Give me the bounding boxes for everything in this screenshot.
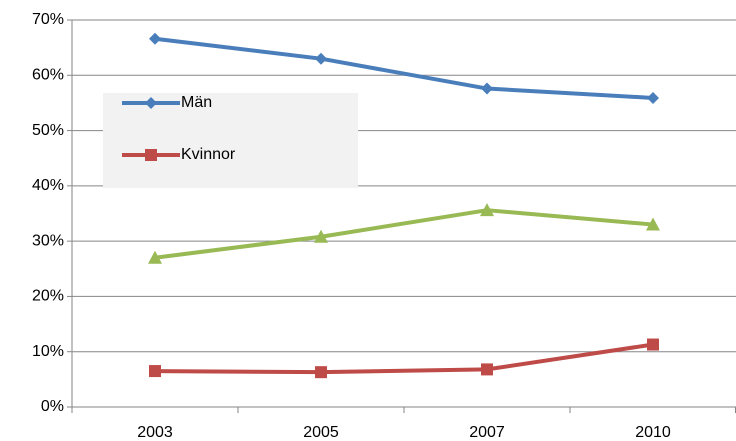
y-tick-label: 50% <box>32 122 64 139</box>
legend-label: Kvinnor <box>181 146 236 163</box>
series-line <box>154 342 654 375</box>
y-tick-label: 10% <box>32 343 64 360</box>
marker <box>315 366 327 379</box>
x-tick-label: 2010 <box>635 424 671 441</box>
series-line <box>154 208 654 260</box>
marker <box>646 217 660 231</box>
marker <box>148 250 162 264</box>
legend-marker <box>145 97 157 109</box>
y-tick-label: 60% <box>32 67 64 84</box>
x-tick-label: 2007 <box>469 424 505 441</box>
series-line <box>154 36 654 100</box>
marker <box>314 229 328 243</box>
y-tick-label: 30% <box>32 232 64 249</box>
marker <box>481 363 493 376</box>
marker <box>480 203 494 217</box>
marker <box>315 52 327 65</box>
legend-box <box>103 93 358 188</box>
y-tick-label: 0% <box>41 398 64 415</box>
x-tick-label: 2003 <box>137 424 173 441</box>
marker <box>647 91 659 104</box>
marker <box>149 365 161 378</box>
y-tick-label: 70% <box>32 11 64 28</box>
legend-label: Män <box>181 94 212 111</box>
marker <box>149 32 161 45</box>
marker <box>647 338 659 351</box>
x-tick-label: 2005 <box>303 424 339 441</box>
y-tick-label: 20% <box>32 288 64 305</box>
marker <box>481 82 493 95</box>
y-tick-label: 40% <box>32 177 64 194</box>
legend-marker <box>145 149 157 161</box>
